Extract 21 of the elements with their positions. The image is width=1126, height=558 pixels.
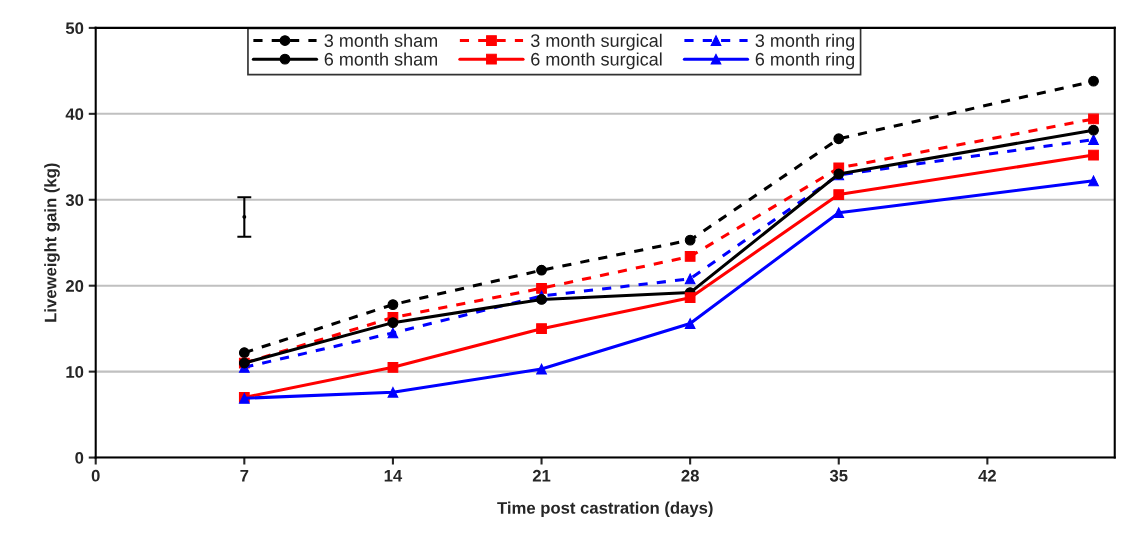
x-tick-label: 35: [829, 469, 848, 482]
x-tick-label: 7: [240, 469, 249, 482]
x-tick-label: 14: [384, 469, 403, 482]
legend-label: 6 month ring: [755, 52, 855, 70]
x-tick-label: 21: [532, 469, 551, 482]
x-tick-label: 28: [681, 469, 699, 482]
y-tick-label: 40: [65, 108, 84, 121]
y-tick-label: 30: [65, 194, 84, 206]
y-tick-label: 20: [65, 280, 84, 292]
x-axis-title: Time post castration (days): [497, 501, 713, 518]
y-tick-label: 0: [75, 451, 84, 464]
legend-label: 3 month sham: [324, 33, 438, 48]
legend-label: 3 month ring: [755, 33, 855, 51]
y-tick-label: 50: [65, 22, 84, 35]
y-axis-title: Liveweight gain (kg): [44, 163, 60, 322]
x-tick-label: 0: [91, 469, 100, 482]
legend-label: 6 month surgical: [531, 52, 662, 70]
legend-label: 3 month surgical: [530, 33, 662, 51]
legend-label: 6 month sham: [324, 52, 438, 66]
y-tick-label: 10: [66, 366, 84, 378]
x-tick-label: 42: [978, 469, 996, 482]
